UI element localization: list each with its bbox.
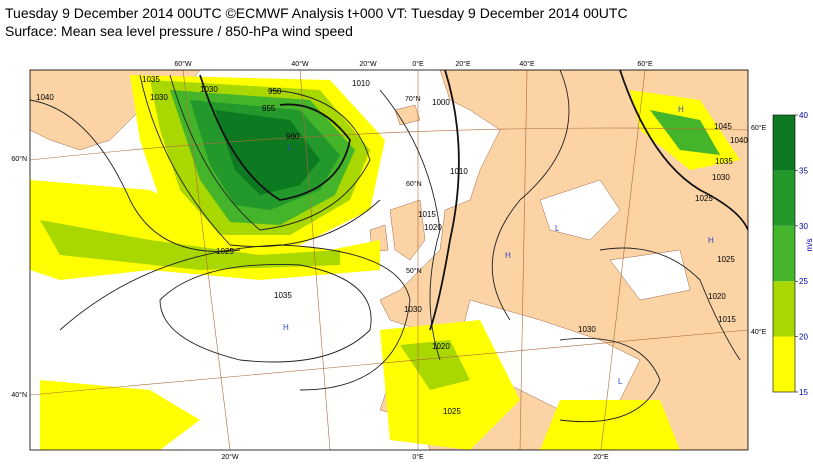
- map: 1040 1035 1030 1025 1035 1030 1020 1015 …: [30, 70, 748, 450]
- pressure-centre: H: [708, 236, 714, 245]
- isobar-label: 1040: [730, 136, 748, 145]
- lat-label: 60°N: [406, 180, 422, 188]
- pressure-centre: H: [505, 251, 511, 260]
- isobar-label: 960: [286, 132, 300, 141]
- subtitle: Surface: Mean sea level pressure / 850-h…: [5, 23, 353, 39]
- isobar-label: 1035: [715, 157, 733, 166]
- lon-label: 20°W: [359, 60, 377, 68]
- pressure-centre: L: [555, 224, 560, 233]
- isobar-label: 1025: [717, 255, 735, 264]
- isobar-label: 1045: [714, 122, 732, 131]
- lon-label: 40°W: [291, 60, 309, 68]
- isobars: [30, 70, 748, 423]
- lat-label: 60°N: [11, 155, 27, 163]
- colorbar-tick-label: 35: [799, 166, 808, 175]
- isobar-label: 1000: [432, 98, 450, 107]
- isobar-label: 1010: [450, 167, 468, 176]
- isobar-label: 1025: [216, 247, 234, 256]
- isobar-label: 1030: [404, 305, 422, 314]
- colorbar-band: [773, 336, 795, 392]
- lat-label: 50°N: [406, 267, 422, 275]
- lon-label: 60°E: [637, 60, 653, 68]
- colorbar-band: [773, 170, 795, 226]
- lon-label: 0°E: [412, 60, 424, 68]
- isobar-label: 1030: [712, 173, 730, 182]
- lon-label: 0°E: [412, 453, 424, 461]
- pressure-centre: H: [283, 323, 289, 332]
- colorbar: 15 20 25 30 35 40: [772, 111, 808, 397]
- colorbar-tick-label: 40: [799, 111, 808, 120]
- lon-label: 40°E: [519, 60, 535, 68]
- isobar-label: 955: [262, 104, 276, 113]
- lon-label: 20°E: [455, 60, 471, 68]
- isobar-label: 1030: [200, 85, 218, 94]
- isobar-label: 1030: [150, 93, 168, 102]
- isobar-label: 950: [268, 87, 282, 96]
- isobar-label: 1020: [432, 342, 450, 351]
- colorbar-band: [773, 225, 795, 282]
- map-frame: [29, 69, 749, 451]
- lon-label: 60°E: [751, 124, 767, 132]
- isobar-label: 1025: [443, 407, 461, 416]
- isobar-label: 1020: [424, 223, 442, 232]
- lon-label: 20°W: [221, 453, 239, 461]
- colorbar-band: [773, 115, 795, 171]
- isobar-label: 1030: [578, 325, 596, 334]
- lat-label: 40°N: [11, 391, 27, 399]
- colorbar-tick-label: 15: [799, 388, 808, 397]
- colorbar-unit: m/s: [805, 239, 813, 252]
- colorbar-tick-label: 25: [799, 277, 808, 286]
- isobar-label: 1035: [142, 75, 160, 84]
- lon-label: 20°E: [593, 453, 609, 461]
- isobar-label: 1035: [274, 291, 292, 300]
- title: Tuesday 9 December 2014 00UTC ©ECMWF Ana…: [5, 5, 628, 21]
- isobar-label: 1020: [708, 292, 726, 301]
- colorbar-frame: [772, 114, 796, 393]
- isobar-label: 1015: [418, 210, 436, 219]
- isobar-label: 1010: [352, 79, 370, 88]
- wind-shading: [30, 75, 740, 450]
- colorbar-band: [773, 281, 795, 337]
- lat-label: 70°N: [405, 95, 421, 103]
- lon-label: 60°W: [174, 60, 192, 68]
- isobar-label: 1025: [695, 194, 713, 203]
- pressure-centre: L: [618, 377, 623, 386]
- isobar-label: 1040: [36, 93, 54, 102]
- colorbar-tick-label: 20: [799, 333, 808, 342]
- pressure-centre: L: [288, 143, 293, 152]
- colorbar-tick-label: 30: [799, 222, 808, 231]
- pressure-centre: H: [678, 105, 684, 114]
- isobar-label: 1015: [718, 315, 736, 324]
- lon-label: 40°E: [751, 328, 767, 336]
